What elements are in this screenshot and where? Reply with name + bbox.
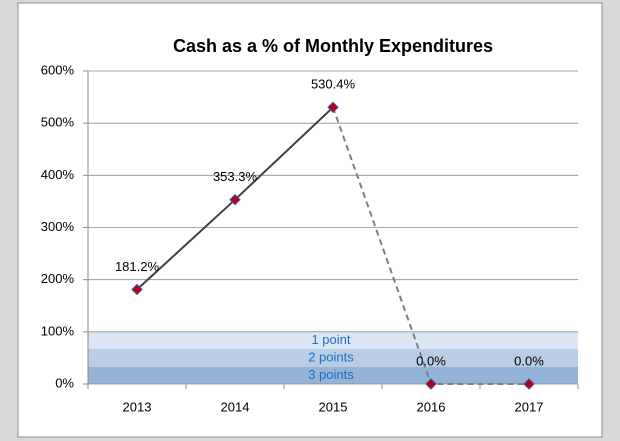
score-band	[88, 349, 578, 367]
y-tick-label: 500%	[41, 115, 75, 130]
x-tick-label: 2016	[417, 399, 446, 414]
x-tick-label: 2014	[221, 399, 250, 414]
y-tick-label: 100%	[41, 323, 75, 338]
marker	[327, 101, 339, 114]
band-label: 1 point	[311, 332, 350, 347]
marker	[131, 283, 143, 296]
data-label: 0.0%	[416, 353, 446, 368]
data-label: 530.4%	[311, 77, 356, 92]
marker	[425, 378, 437, 390]
score-band	[88, 366, 578, 384]
marker	[229, 193, 241, 206]
band-label: 3 points	[308, 367, 354, 382]
y-tick-label: 300%	[41, 219, 75, 234]
x-tick-label: 2013	[123, 399, 152, 414]
x-tick-label: 2017	[515, 399, 544, 414]
chart-title: Cash as a % of Monthly Expenditures	[173, 36, 493, 56]
data-label: 0.0%	[514, 353, 544, 368]
x-tick-label: 2015	[319, 399, 348, 414]
marker	[523, 378, 535, 390]
band-label: 2 points	[308, 349, 354, 364]
data-label: 181.2%	[115, 259, 160, 274]
y-tick-label: 400%	[41, 167, 75, 182]
y-tick-label: 200%	[41, 271, 75, 286]
score-band	[88, 331, 578, 350]
data-label: 353.3%	[213, 169, 258, 184]
y-tick-label: 600%	[41, 62, 75, 77]
y-tick-label: 0%	[55, 375, 74, 390]
